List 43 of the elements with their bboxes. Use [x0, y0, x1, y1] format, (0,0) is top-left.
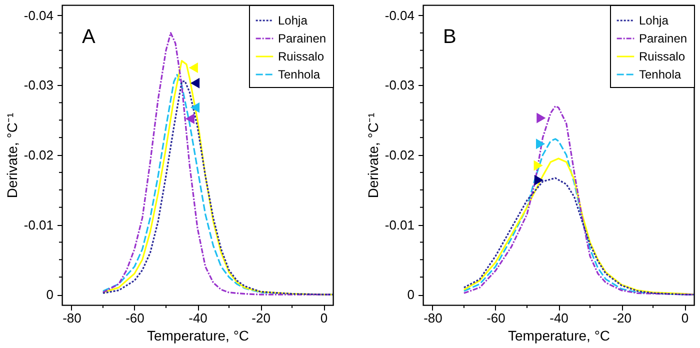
y-tick-label: 0: [407, 287, 414, 302]
y-tick-label: -0.02: [24, 148, 54, 162]
y-axis-title: Derivate, °C⁻¹: [4, 112, 20, 198]
x-tick-label: -40: [550, 310, 568, 326]
y-tick-label: -0.01: [24, 217, 54, 232]
legend-label: Ruissalo: [639, 50, 686, 64]
legend-label: Tenhola: [278, 68, 320, 82]
legend-label: Lohja: [639, 14, 669, 28]
y-tick-label: 0: [46, 287, 54, 302]
legend-label: Parainen: [639, 32, 688, 46]
point: [185, 113, 194, 124]
point: [188, 62, 198, 74]
point: [534, 174, 544, 186]
x-tick-label: -20: [252, 310, 270, 326]
legend-label: Parainen: [278, 32, 326, 46]
y-tick-label: -0.03: [384, 78, 414, 93]
annotation: B: [443, 26, 456, 48]
y-tick-label: -0.01: [384, 217, 414, 232]
y-tick-label: -0.04: [384, 8, 414, 23]
y-tick-label: -0.02: [384, 148, 414, 162]
x-axis-title: Temperature, °C: [146, 328, 250, 344]
annotation: A: [82, 26, 96, 48]
x-tick-label: -80: [424, 310, 442, 326]
point: [534, 160, 543, 171]
legend-label: Ruissalo: [278, 50, 324, 64]
x-tick-label: -60: [126, 310, 144, 326]
x-axis-title: Temperature, °C: [508, 328, 610, 344]
x-tick-label: 0: [681, 310, 689, 326]
x-tick-label: -40: [188, 310, 208, 326]
point: [190, 102, 200, 113]
x-tick-label: -20: [612, 310, 632, 326]
y-tick-label: -0.03: [24, 78, 54, 93]
y-axis-title: Derivate, °C⁻¹: [364, 112, 381, 198]
y-tick-label: -0.04: [24, 8, 54, 23]
legend-label: Lohja: [278, 14, 308, 28]
point: [190, 78, 200, 88]
x-tick-label: 0: [320, 310, 328, 326]
x-tick-label: -80: [62, 310, 82, 326]
legend-label: Tenhola: [639, 68, 682, 82]
x-tick-label: -60: [486, 310, 506, 326]
line-series: [463, 105, 694, 296]
point: [536, 138, 546, 150]
point: [536, 112, 546, 124]
